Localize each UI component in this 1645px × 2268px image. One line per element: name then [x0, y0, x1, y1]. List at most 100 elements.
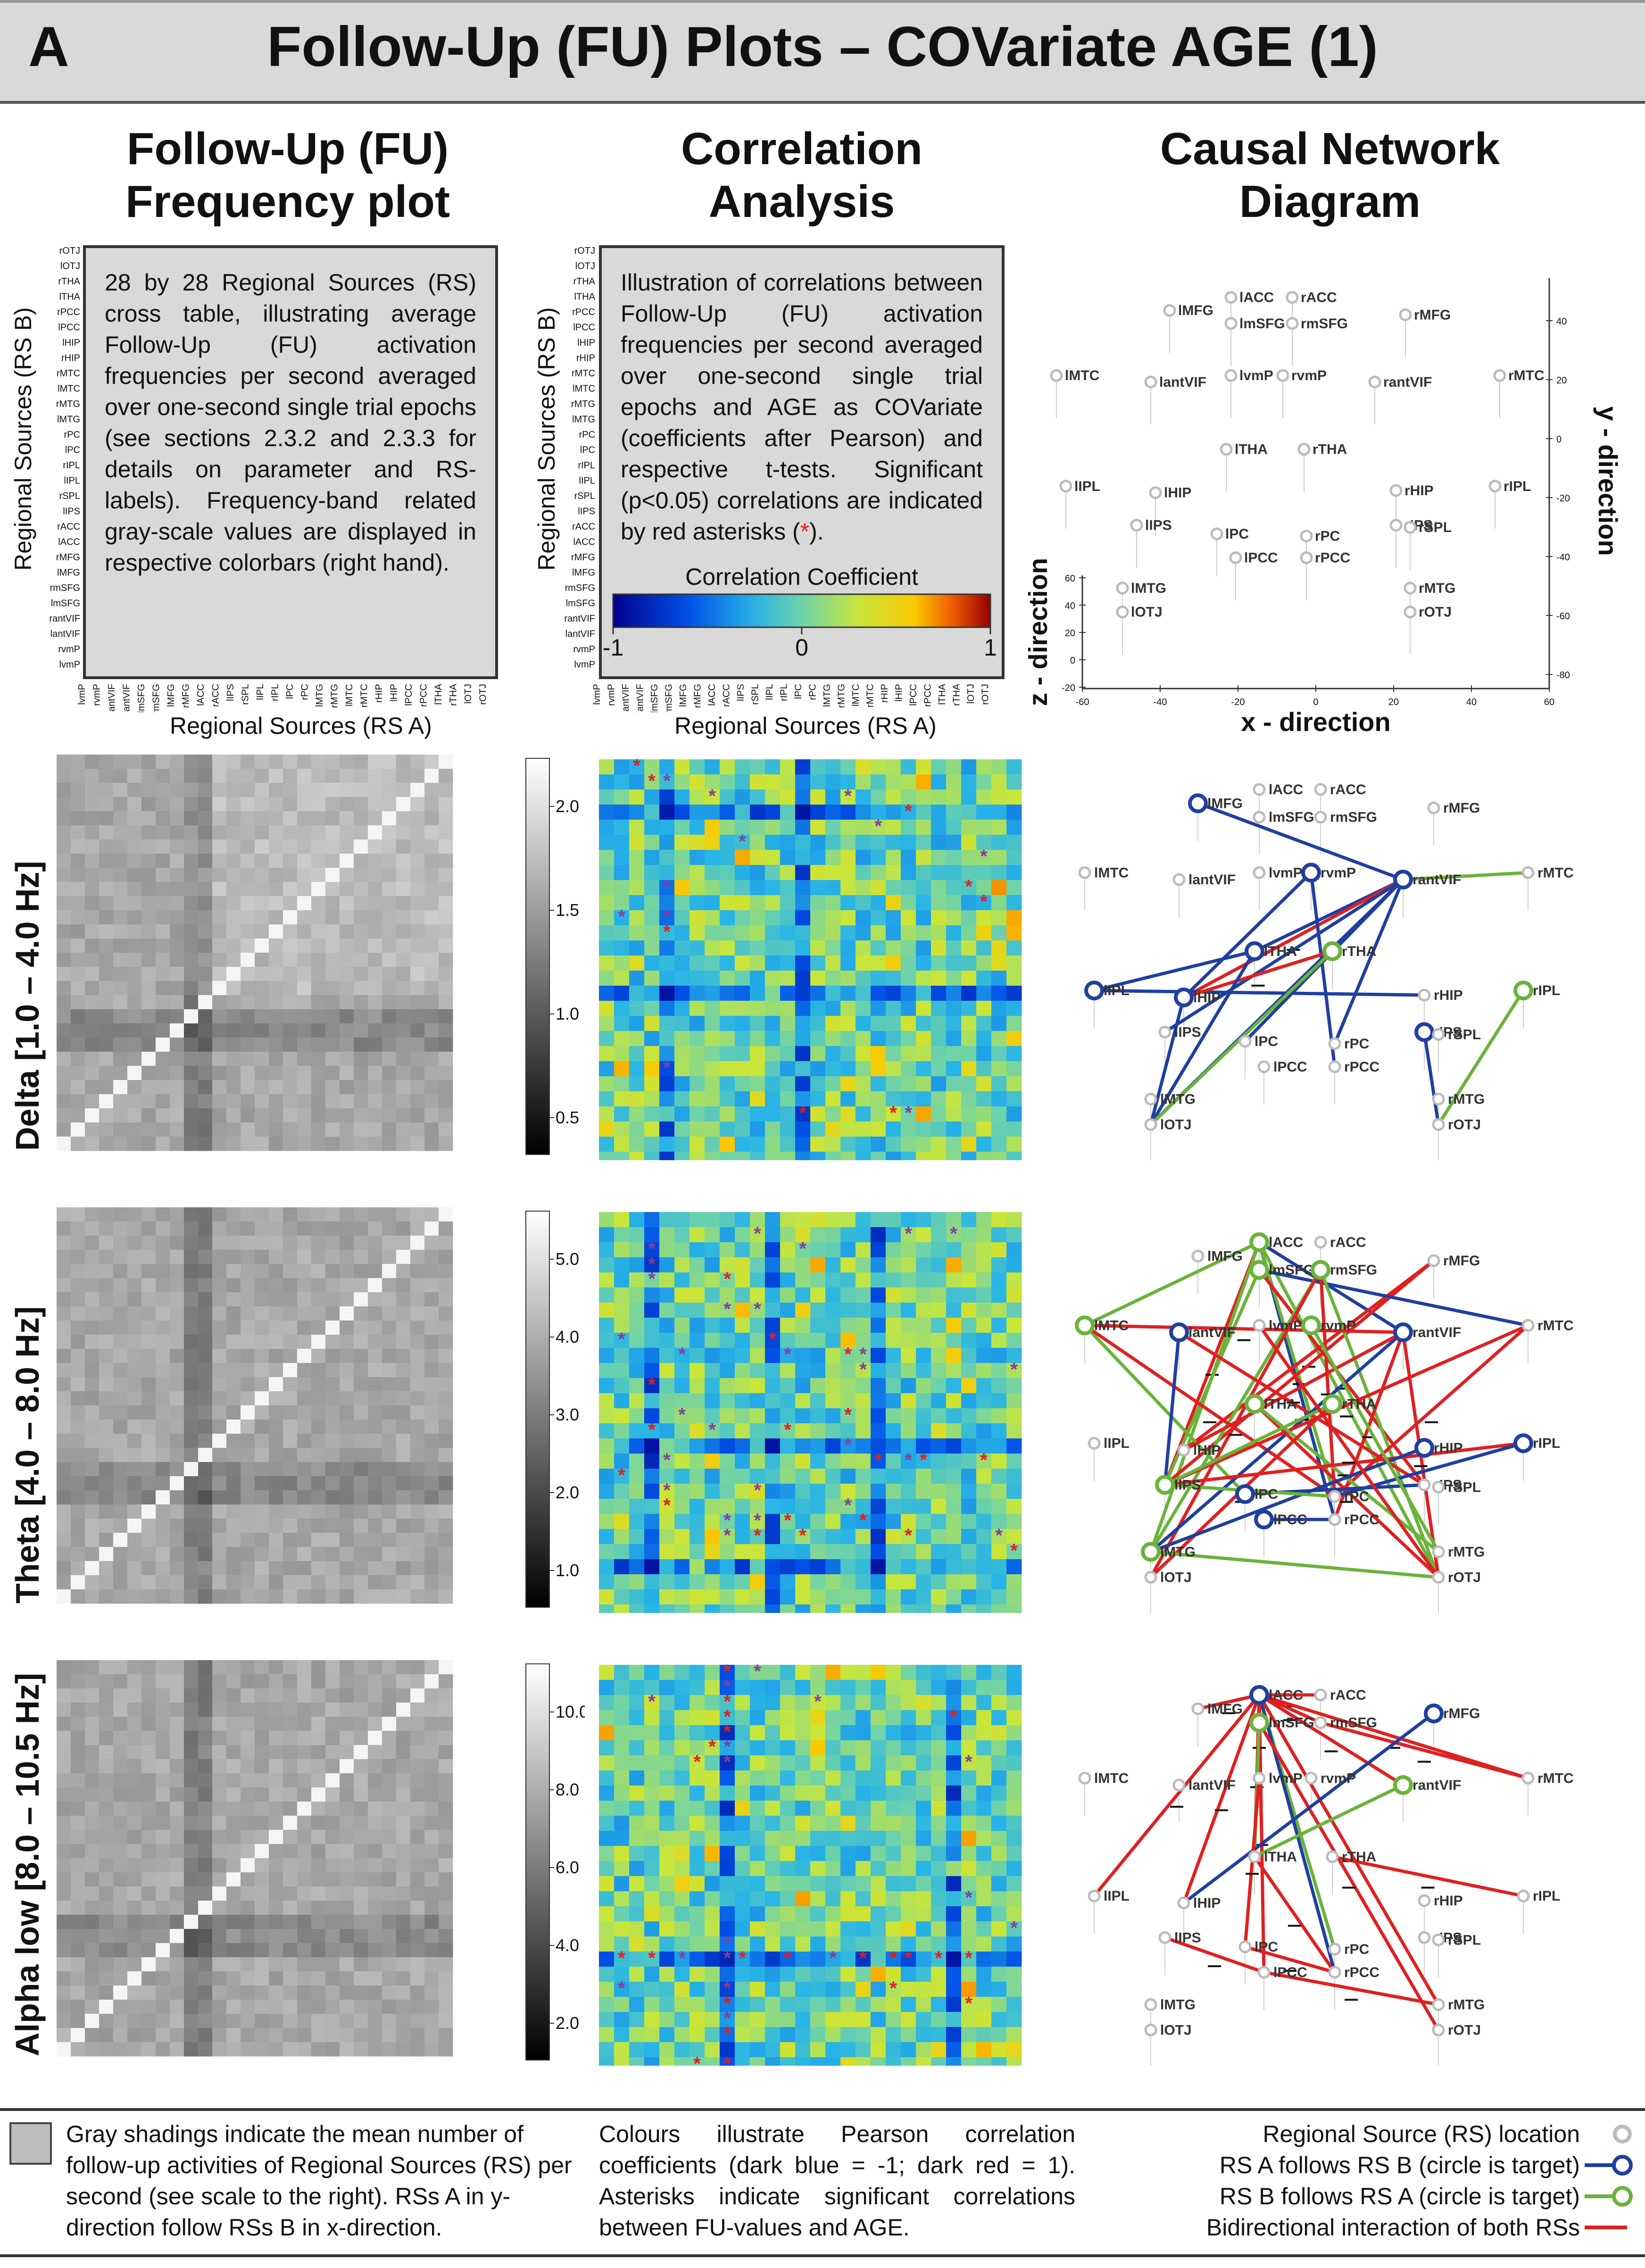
correlation-cell [599, 1574, 615, 1590]
correlation-cell [765, 1106, 781, 1122]
correlation-cell [599, 1559, 615, 1575]
correlation-cell [871, 1529, 886, 1545]
heatmap-cell [424, 1957, 439, 1972]
heatmap-cell [325, 1872, 340, 1887]
correlation-cell [629, 1725, 645, 1741]
heatmap-cell [354, 1816, 368, 1830]
heatmap-cell [212, 1250, 227, 1264]
correlation-cell [720, 1288, 735, 1303]
heatmap-cell [269, 924, 283, 939]
region-col-label: rvmP [606, 684, 617, 706]
target-node-marker [1249, 1232, 1269, 1252]
heatmap-cell [99, 783, 114, 798]
heatmap-cell [311, 1448, 326, 1462]
correlation-cell [780, 940, 796, 956]
heatmap-cell [212, 1858, 227, 1873]
correlation-cell [961, 1046, 977, 1062]
heatmap-cell [325, 1688, 340, 1703]
heatmap-cell [311, 1858, 326, 1873]
heatmap-cell [297, 1957, 312, 1972]
heatmap-cell [198, 1292, 213, 1307]
x-axis-tick-label: -20 [1231, 697, 1245, 707]
heatmap-cell [184, 825, 199, 840]
correlation-cell [705, 1680, 720, 1695]
correlation-cell [674, 1484, 690, 1499]
heatmap-cell [311, 1108, 326, 1123]
heatmap-cell [127, 839, 142, 854]
correlation-cell [720, 1318, 735, 1333]
correlation-cell [735, 1061, 750, 1077]
correlation-cell [705, 1031, 720, 1047]
correlation-cell [961, 1363, 977, 1379]
correlation-cell [886, 940, 901, 956]
node-label: rSPL [1448, 1027, 1481, 1042]
heatmap-cell [57, 1420, 71, 1434]
correlation-cell [810, 971, 826, 986]
correlation-cell [901, 759, 916, 775]
correlation-cell [765, 1152, 781, 1160]
heatmap-cell [283, 1321, 298, 1335]
correlation-cell [750, 1710, 765, 1726]
heatmap-cell [297, 1448, 312, 1462]
heatmap-cell [241, 839, 255, 854]
correlation-cell [916, 1137, 931, 1152]
heatmap-cell [297, 1886, 312, 1901]
correlation-cell [1006, 1604, 1022, 1613]
correlation-cell [629, 1514, 645, 1529]
correlation-cell [976, 820, 992, 835]
correlation-cell [991, 835, 1007, 850]
heatmap-cell [311, 1986, 326, 2000]
heatmap-cell [325, 1547, 340, 1562]
heatmap-cell [99, 995, 114, 1010]
heatmap-cell [170, 2000, 184, 2014]
region-col-label: rOTJ [980, 684, 991, 705]
heatmap-cell [283, 1816, 298, 1830]
correlation-cell [765, 1589, 781, 1605]
heatmap-cell [57, 1986, 71, 2000]
significance-asterisk: * [663, 1450, 671, 1470]
correlation-cell [871, 1831, 886, 1846]
correlation-cell [991, 1076, 1007, 1092]
correlation-cell [750, 1061, 765, 1077]
correlation-cell [840, 1137, 856, 1152]
correlation-cell [886, 1680, 901, 1695]
correlation-cell [780, 789, 796, 805]
correlation-cell [750, 1544, 765, 1560]
heatmap-cell [127, 1278, 142, 1293]
heatmap-cell [113, 1122, 128, 1137]
heatmap-cell [226, 1023, 241, 1038]
correlation-cell [946, 1695, 962, 1711]
heatmap-cell [113, 1915, 128, 1929]
heatmap-cell [198, 1278, 213, 1293]
heatmap-cell [410, 1236, 425, 1250]
heatmap-cell [85, 1321, 100, 1335]
correlation-cell [735, 1725, 750, 1741]
correlation-cell [795, 1408, 811, 1424]
node-marker [1172, 873, 1186, 886]
heatmap-cell [382, 2014, 397, 2028]
correlation-cell [780, 1559, 796, 1575]
header-line: Diagram [1239, 176, 1421, 227]
correlation-cell [765, 1816, 781, 1831]
node-label: lHIP [1193, 1443, 1221, 1458]
correlation-cell [946, 805, 962, 820]
heatmap-cell [439, 1971, 453, 1986]
correlation-cell [871, 1725, 886, 1741]
correlation-cell [795, 1801, 811, 1816]
correlation-cell [825, 910, 841, 926]
heatmap-cell [113, 1066, 128, 1080]
heatmap-cell [283, 1886, 298, 1901]
heatmap-cell [311, 1405, 326, 1420]
heatmap-cell [410, 1052, 425, 1066]
correlation-cell [931, 1046, 947, 1062]
correlation-cell [795, 1559, 811, 1575]
heatmap-cell [396, 1462, 411, 1477]
correlation-cell [705, 1469, 720, 1484]
heatmap-cell [156, 1349, 170, 1363]
correlation-cell [614, 1846, 630, 1861]
colorbar-bar [612, 593, 991, 628]
heatmap-cell [297, 1589, 312, 1604]
correlation-cell [614, 1303, 630, 1318]
correlation-cell [810, 1514, 826, 1529]
